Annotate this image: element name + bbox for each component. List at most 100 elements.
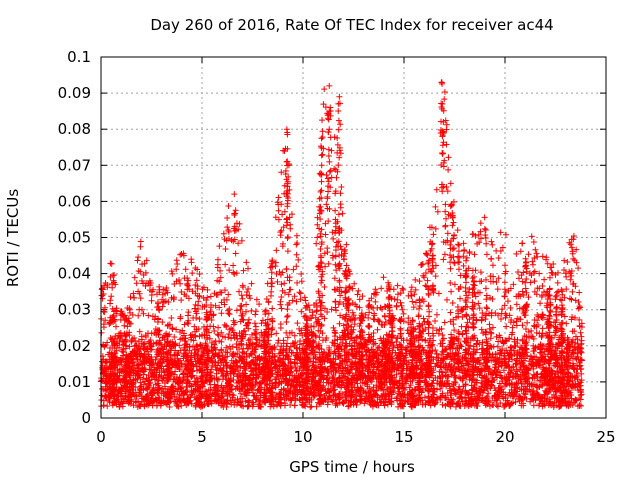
data-point bbox=[438, 351, 445, 358]
data-point bbox=[461, 248, 468, 255]
data-point bbox=[196, 270, 203, 277]
data-point bbox=[432, 273, 439, 280]
data-point bbox=[460, 364, 467, 371]
data-point bbox=[306, 307, 313, 314]
data-point bbox=[483, 304, 490, 311]
data-point bbox=[465, 361, 472, 368]
data-point bbox=[488, 238, 495, 245]
data-point bbox=[479, 380, 486, 387]
data-point bbox=[478, 317, 485, 324]
data-point bbox=[396, 377, 403, 384]
data-point bbox=[370, 329, 377, 336]
data-point bbox=[291, 293, 298, 300]
data-point bbox=[172, 368, 179, 375]
data-point bbox=[435, 330, 442, 337]
data-point bbox=[218, 310, 225, 317]
data-point bbox=[408, 292, 415, 299]
data-point bbox=[207, 293, 214, 300]
data-point bbox=[486, 321, 493, 328]
data-point bbox=[456, 395, 463, 402]
data-point bbox=[195, 298, 202, 305]
data-point bbox=[437, 385, 444, 392]
data-point bbox=[488, 256, 495, 263]
data-point bbox=[440, 335, 447, 342]
data-point bbox=[110, 277, 117, 284]
data-point bbox=[292, 384, 299, 391]
data-point bbox=[205, 401, 212, 408]
data-point bbox=[225, 334, 232, 341]
data-point bbox=[423, 251, 430, 257]
data-point bbox=[330, 324, 337, 331]
y-tick-label: 0.05 bbox=[58, 229, 91, 247]
data-point bbox=[565, 357, 572, 364]
data-point bbox=[445, 166, 452, 173]
data-point bbox=[493, 279, 500, 286]
data-point bbox=[440, 256, 447, 263]
data-point bbox=[554, 279, 561, 286]
data-point bbox=[452, 403, 459, 410]
data-point bbox=[475, 231, 482, 238]
data-point bbox=[325, 379, 332, 386]
data-point bbox=[533, 329, 540, 336]
data-point bbox=[215, 332, 222, 339]
data-point bbox=[350, 312, 357, 319]
data-point bbox=[137, 295, 144, 302]
data-point bbox=[241, 327, 248, 334]
data-point bbox=[132, 337, 139, 344]
data-point bbox=[309, 344, 316, 351]
data-point bbox=[190, 337, 197, 344]
data-point bbox=[272, 376, 279, 383]
data-point bbox=[354, 291, 361, 298]
data-point bbox=[162, 290, 169, 297]
data-point bbox=[293, 298, 300, 305]
data-point bbox=[189, 270, 196, 277]
data-point bbox=[289, 297, 296, 304]
data-point bbox=[168, 294, 175, 301]
data-point bbox=[284, 312, 291, 319]
data-point bbox=[485, 390, 492, 397]
data-point bbox=[531, 278, 538, 285]
data-point bbox=[502, 231, 509, 238]
data-point bbox=[375, 345, 382, 352]
data-point bbox=[571, 257, 578, 264]
data-point bbox=[371, 312, 378, 319]
data-point bbox=[275, 207, 282, 214]
data-point bbox=[557, 402, 564, 409]
data-point bbox=[494, 286, 501, 293]
data-point bbox=[503, 347, 510, 354]
data-point bbox=[561, 294, 568, 301]
data-point bbox=[106, 356, 113, 363]
data-point bbox=[139, 306, 146, 313]
data-point bbox=[173, 266, 180, 273]
data-point bbox=[466, 316, 473, 323]
x-tick-label: 0 bbox=[96, 428, 106, 446]
data-point bbox=[218, 289, 225, 296]
data-point bbox=[181, 335, 187, 342]
data-point bbox=[460, 262, 467, 269]
data-point bbox=[291, 332, 298, 339]
data-point bbox=[257, 343, 264, 350]
data-point bbox=[368, 295, 375, 302]
data-point bbox=[257, 404, 264, 411]
data-point bbox=[339, 391, 346, 398]
data-point bbox=[289, 390, 296, 397]
data-point bbox=[294, 320, 301, 327]
data-point bbox=[137, 357, 144, 364]
data-point bbox=[165, 298, 172, 305]
data-point bbox=[293, 241, 300, 248]
data-point bbox=[237, 388, 244, 395]
data-point bbox=[561, 313, 568, 320]
data-point bbox=[296, 289, 303, 296]
data-point bbox=[248, 280, 255, 287]
data-point bbox=[550, 260, 557, 267]
data-point bbox=[272, 259, 279, 266]
data-point bbox=[419, 261, 426, 268]
data-point bbox=[535, 322, 542, 329]
data-point bbox=[433, 186, 440, 193]
data-point bbox=[374, 326, 381, 333]
data-point bbox=[487, 278, 494, 285]
data-point bbox=[240, 317, 247, 324]
data-point bbox=[314, 214, 321, 221]
data-point bbox=[157, 355, 164, 362]
